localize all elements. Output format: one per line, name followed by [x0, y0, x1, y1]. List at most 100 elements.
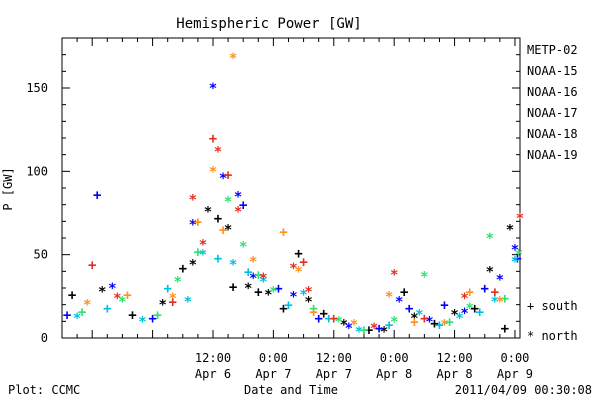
point-noaa-18: +	[465, 284, 473, 300]
point-noaa-16: *	[415, 308, 423, 324]
point-noaa-17: +	[153, 308, 161, 324]
point-noaa-18: *	[169, 291, 177, 307]
point-noaa-16: *	[229, 258, 237, 274]
point-noaa-19: *	[234, 204, 242, 220]
point-noaa-17: *	[224, 194, 232, 210]
point-metp-02: +	[214, 211, 222, 227]
point-noaa-17: +	[501, 291, 509, 307]
point-noaa-18: +	[123, 288, 131, 304]
point-noaa-15: *	[425, 314, 433, 330]
point-noaa-15: +	[148, 311, 156, 327]
y-axis-label: P [GW]	[1, 167, 15, 210]
point-noaa-16: +	[325, 311, 333, 327]
marker-legend-south: + south	[527, 299, 578, 313]
point-noaa-19: +	[224, 168, 232, 184]
point-noaa-16: *	[199, 248, 207, 264]
point-noaa-18: *	[440, 318, 448, 334]
point-metp-02: *	[486, 264, 494, 280]
x-tick-label-time: 12:00	[195, 351, 231, 365]
point-noaa-15: +	[513, 251, 521, 267]
point-metp-02: +	[294, 246, 302, 262]
point-noaa-18: *	[350, 318, 358, 334]
point-noaa-16: *	[184, 294, 192, 310]
point-noaa-16: +	[214, 251, 222, 267]
point-noaa-18: *	[209, 164, 217, 180]
point-noaa-18: +	[219, 223, 227, 239]
point-noaa-15: +	[93, 188, 101, 204]
point-noaa-19: *	[516, 211, 524, 227]
point-noaa-16: +	[163, 281, 171, 297]
point-noaa-15: *	[234, 189, 242, 205]
x-tick-label-time: 0:00	[380, 351, 409, 365]
point-noaa-17: *	[269, 284, 277, 300]
point-noaa-17: *	[239, 239, 247, 255]
point-noaa-19: +	[420, 311, 428, 327]
point-noaa-15: +	[440, 298, 448, 314]
point-noaa-18: *	[385, 289, 393, 305]
point-metp-02: +	[179, 261, 187, 277]
point-noaa-17: *	[335, 314, 343, 330]
point-noaa-15: *	[189, 218, 197, 234]
point-metp-02: *	[244, 281, 252, 297]
x-tick-label-date: Apr 6	[195, 367, 231, 381]
point-noaa-16: *	[511, 254, 519, 270]
y-tick-label: 50	[34, 248, 48, 262]
point-noaa-15: *	[219, 171, 227, 187]
data-points: + *+*+ ** +*+ * + *++*+* + *+* +* +*+*++*+****+*+*…	[63, 51, 524, 340]
point-noaa-16: *	[259, 274, 267, 290]
point-noaa-15: +	[314, 311, 322, 327]
footer-timestamp: 2011/04/09 00:30:08	[455, 383, 592, 397]
x-tick-label-date: Apr 7	[255, 367, 291, 381]
point-metp-02: +	[229, 279, 237, 295]
y-tick-label: 150	[26, 81, 48, 95]
y-tick-label: 0	[41, 331, 48, 345]
legend-noaa-18: NOAA-18	[527, 127, 578, 141]
point-noaa-15: +	[63, 308, 71, 324]
point-noaa-19: *	[289, 261, 297, 277]
point-noaa-19: +	[491, 284, 499, 300]
point-metp-02: +	[470, 301, 478, 317]
point-metp-02: +	[254, 284, 262, 300]
point-metp-02: *	[98, 284, 106, 300]
point-noaa-16: +	[476, 304, 484, 320]
x-tick-label-date: Apr 7	[316, 367, 352, 381]
point-metp-02: *	[189, 258, 197, 274]
point-noaa-15: *	[108, 281, 116, 297]
point-noaa-17: *	[486, 231, 494, 247]
point-metp-02: +	[128, 308, 136, 324]
point-metp-02: +	[279, 301, 287, 317]
point-noaa-16: *	[491, 294, 499, 310]
point-noaa-17: +	[445, 314, 453, 330]
point-noaa-16: +	[435, 318, 443, 334]
point-metp-02: *	[506, 223, 514, 239]
point-noaa-17: *	[174, 274, 182, 290]
point-noaa-19: *	[259, 271, 267, 287]
point-noaa-19: *	[113, 291, 121, 307]
point-metp-02: *	[340, 318, 348, 334]
point-metp-02: +	[319, 306, 327, 322]
point-noaa-15: *	[496, 273, 504, 289]
point-noaa-16: +	[103, 301, 111, 317]
legend-noaa-17: NOAA-17	[527, 106, 578, 120]
point-noaa-19: +	[169, 294, 177, 310]
point-noaa-19: *	[460, 291, 468, 307]
point-metp-02: *	[204, 204, 212, 220]
point-noaa-17: +	[78, 304, 86, 320]
point-noaa-19: +	[299, 254, 307, 270]
point-noaa-16: *	[299, 288, 307, 304]
marker-legend-north: * north	[527, 329, 578, 343]
point-noaa-16: *	[73, 311, 81, 327]
x-tick-label-date: Apr 8	[437, 367, 473, 381]
point-noaa-18: *	[496, 294, 504, 310]
point-metp-02: +	[68, 288, 76, 304]
point-noaa-16: +	[244, 264, 252, 280]
y-axis: 0 50 100 150	[26, 37, 520, 345]
point-metp-02: *	[158, 298, 166, 314]
point-noaa-15: *	[249, 271, 257, 287]
point-noaa-19: *	[390, 268, 398, 284]
point-metp-02: +	[430, 316, 438, 332]
point-noaa-18: +	[279, 224, 287, 240]
point-noaa-17: +	[309, 301, 317, 317]
point-noaa-15: *	[511, 243, 519, 259]
legend-noaa-16: NOAA-16	[527, 85, 578, 99]
